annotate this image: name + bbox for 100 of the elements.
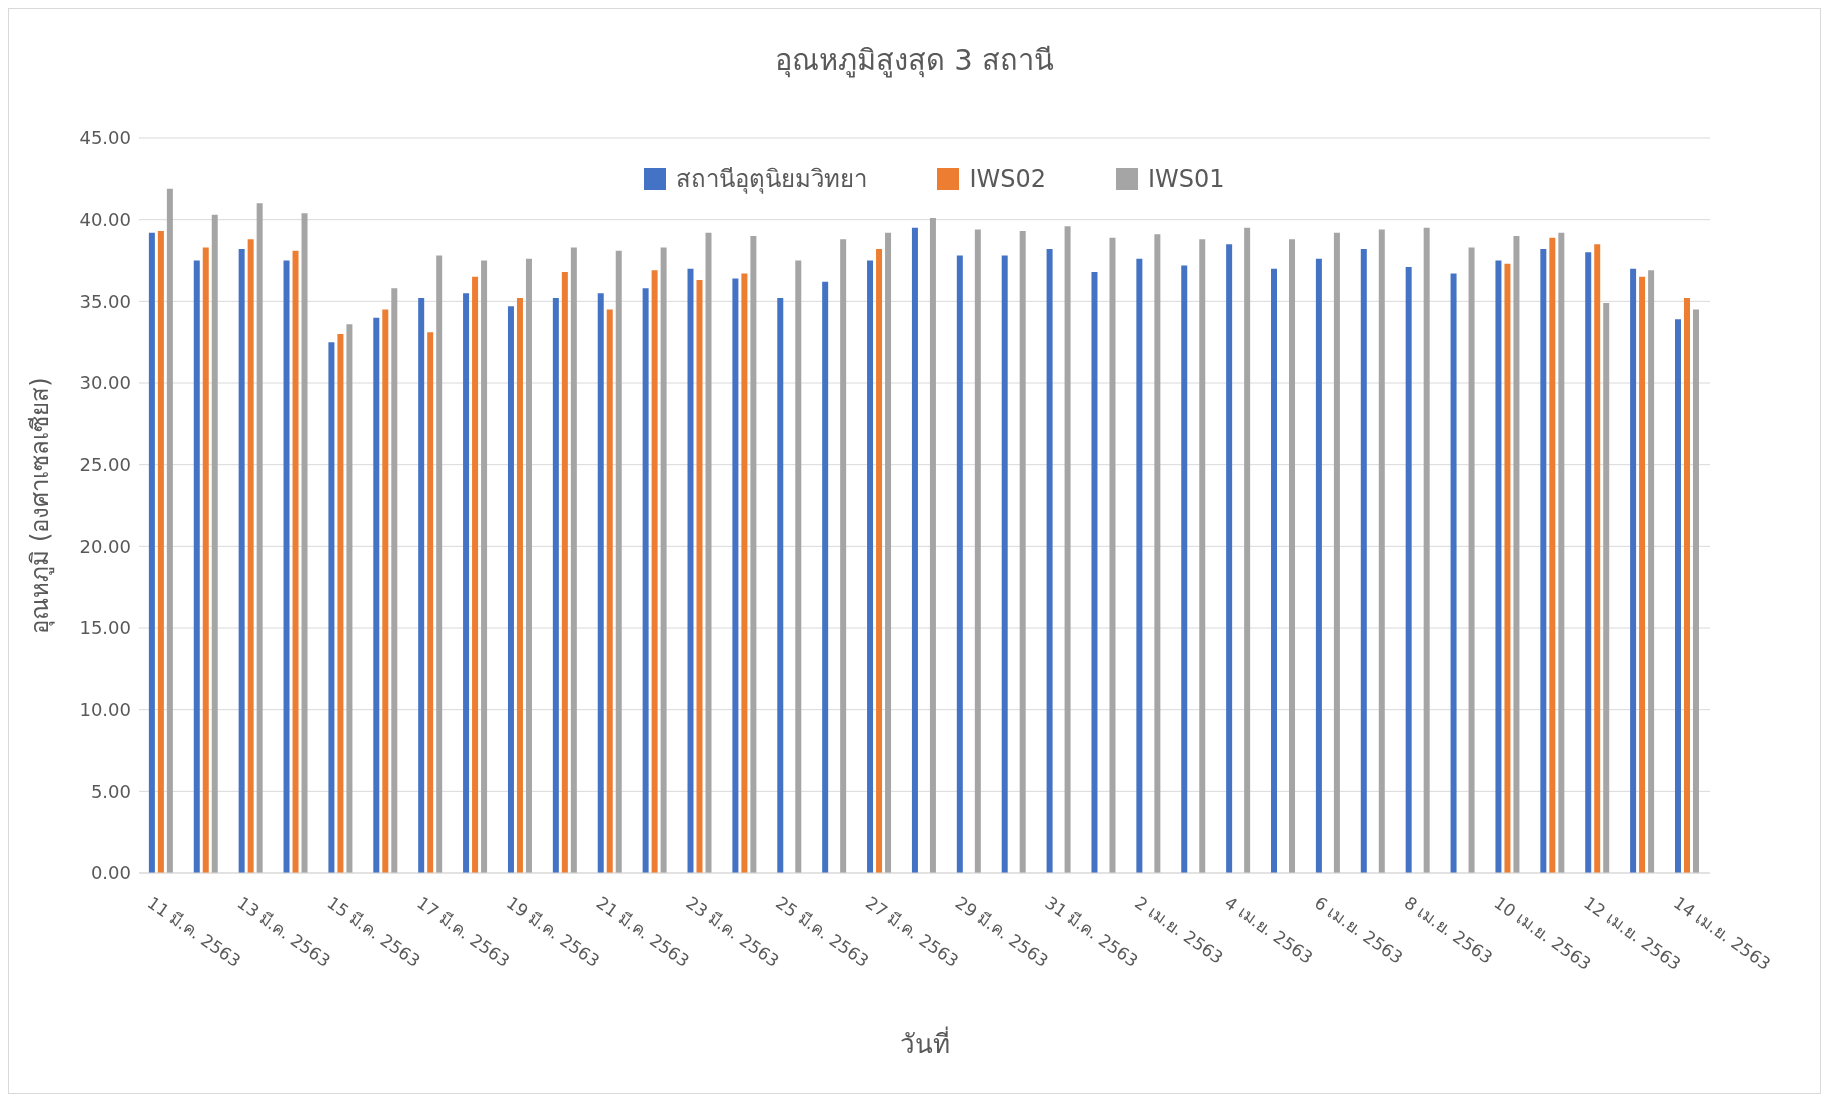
bar xyxy=(867,260,874,873)
bar xyxy=(1001,255,1008,873)
bar xyxy=(1674,319,1681,873)
bar xyxy=(876,249,883,873)
bar xyxy=(436,255,443,873)
bar xyxy=(1046,249,1053,873)
bar xyxy=(301,213,308,873)
bar xyxy=(974,229,981,873)
bar xyxy=(1405,267,1412,873)
bar xyxy=(840,239,847,873)
bar xyxy=(1683,298,1690,873)
bar xyxy=(651,270,658,873)
bar xyxy=(292,250,299,873)
bar xyxy=(1504,263,1511,873)
bar xyxy=(1549,237,1556,873)
bar xyxy=(911,227,918,873)
bar xyxy=(463,293,470,873)
bar xyxy=(337,334,344,873)
bar xyxy=(570,247,577,873)
legend-label: IWS02 xyxy=(969,164,1046,193)
bar xyxy=(256,203,263,873)
bar xyxy=(1648,270,1655,873)
bar xyxy=(1639,276,1646,873)
y-tick-label: 45.00 xyxy=(79,127,131,149)
bar xyxy=(328,342,335,873)
bar xyxy=(1091,271,1098,873)
bar xyxy=(1136,258,1143,873)
bar xyxy=(283,260,290,873)
bar xyxy=(211,214,218,873)
y-tick-label: 10.00 xyxy=(79,699,131,721)
bar xyxy=(346,324,353,873)
y-tick-label: 30.00 xyxy=(79,372,131,394)
bar xyxy=(525,258,532,873)
bar xyxy=(166,188,173,873)
bar xyxy=(202,247,209,873)
bar xyxy=(516,298,523,873)
bar xyxy=(238,249,245,873)
bar xyxy=(373,317,380,873)
y-tick-label: 15.00 xyxy=(79,617,131,639)
bar xyxy=(1603,302,1610,873)
bar xyxy=(1226,244,1233,873)
bar xyxy=(157,231,164,873)
bar xyxy=(247,239,254,873)
bar xyxy=(1064,226,1071,873)
bar xyxy=(391,288,398,873)
bar xyxy=(732,278,739,873)
chart-title: อุณหภูมิสูงสุด 3 สถานี xyxy=(774,42,1055,80)
bar xyxy=(1585,252,1592,873)
bar xyxy=(956,255,963,873)
bar xyxy=(1019,231,1026,873)
bar xyxy=(1450,273,1457,873)
y-axis-title: อุณหภูมิ (องศาเซลเซียส) xyxy=(25,377,55,634)
bar xyxy=(148,232,155,873)
bar xyxy=(1495,260,1502,873)
x-axis-title: วันที่ xyxy=(899,1026,950,1059)
bar xyxy=(1181,265,1188,873)
bar xyxy=(705,232,712,873)
bar xyxy=(427,332,434,873)
bar xyxy=(1271,268,1278,873)
bar xyxy=(418,298,425,873)
bar xyxy=(1154,234,1161,873)
bar xyxy=(750,236,757,873)
bar xyxy=(1594,244,1601,873)
bar xyxy=(741,273,748,873)
y-tick-label: 35.00 xyxy=(79,290,131,312)
bar xyxy=(795,260,802,873)
bar xyxy=(615,250,622,873)
bar xyxy=(1558,232,1565,873)
bar xyxy=(822,281,829,873)
bar xyxy=(885,232,892,873)
bar xyxy=(552,298,559,873)
bar xyxy=(1513,236,1520,873)
bar xyxy=(929,218,936,873)
bar xyxy=(1630,268,1637,873)
bar xyxy=(1199,239,1206,873)
bar xyxy=(1333,232,1340,873)
bar xyxy=(1244,227,1251,873)
legend-label: IWS01 xyxy=(1148,164,1225,193)
y-tick-label: 40.00 xyxy=(79,209,131,231)
bar xyxy=(696,280,703,873)
y-tick-label: 0.00 xyxy=(90,862,131,884)
bar xyxy=(193,260,200,873)
bar xyxy=(1468,247,1475,873)
y-tick-label: 25.00 xyxy=(79,454,131,476)
bar xyxy=(597,293,604,873)
bar xyxy=(660,247,667,873)
bar xyxy=(1692,309,1699,873)
bar xyxy=(1378,229,1385,873)
bar xyxy=(1360,249,1367,873)
legend-label: สถานีอุตุนิยมวิทยา xyxy=(676,164,868,196)
y-tick-label: 20.00 xyxy=(79,535,131,557)
bar xyxy=(481,260,488,873)
bar xyxy=(777,298,784,873)
bar xyxy=(1315,258,1322,873)
bar xyxy=(561,271,568,873)
bar xyxy=(472,276,479,873)
bar xyxy=(1289,239,1296,873)
bar xyxy=(1540,249,1547,873)
bar xyxy=(687,268,694,873)
bar xyxy=(1423,227,1430,873)
